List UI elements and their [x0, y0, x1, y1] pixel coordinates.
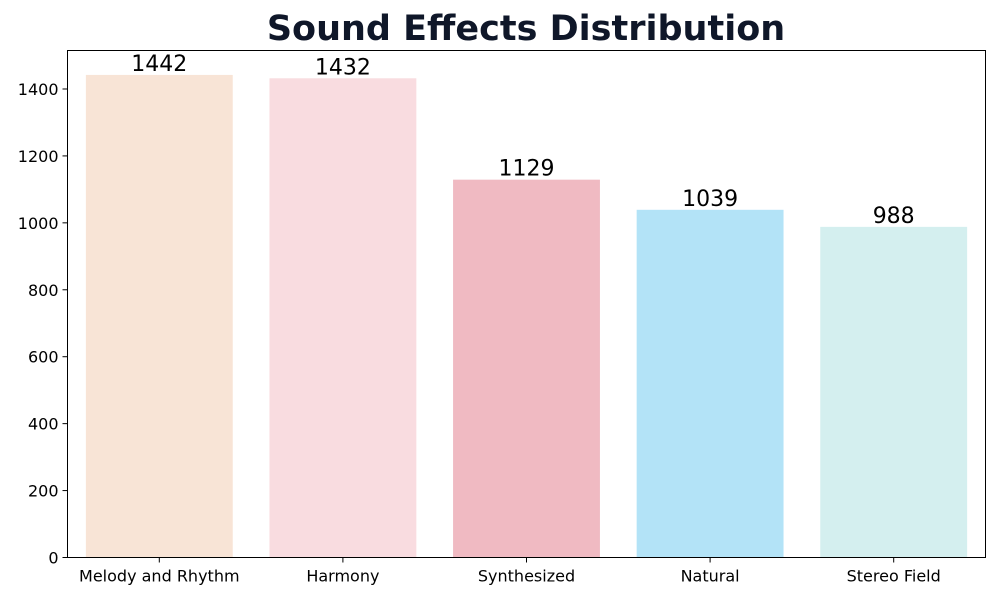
bars-group — [85, 74, 968, 558]
data-label: 1129 — [499, 157, 555, 182]
y-tick-label: 400 — [28, 415, 59, 434]
y-tick-label: 1400 — [18, 80, 59, 99]
y-tick-label: 0 — [48, 549, 58, 568]
data-labels-group: 1442 1432 1129 1039 988 — [131, 52, 914, 229]
x-tick-label: Synthesized — [478, 567, 575, 586]
y-tick-label: 800 — [28, 281, 59, 300]
data-label: 1432 — [315, 55, 371, 80]
bar — [269, 78, 417, 558]
y-tick-label: 1200 — [18, 147, 59, 166]
x-tick-label: Natural — [681, 567, 740, 586]
bar — [636, 209, 784, 558]
data-label: 1039 — [682, 187, 738, 212]
x-tick-label: Harmony — [306, 567, 379, 586]
plot-frame — [67, 50, 986, 558]
data-label: 1442 — [131, 52, 187, 77]
x-tick-label: Melody and Rhythm — [79, 567, 240, 586]
bar — [820, 226, 968, 558]
x-tick-label: Stereo Field — [847, 567, 941, 586]
y-tick-label: 200 — [28, 482, 59, 501]
data-label: 988 — [873, 204, 915, 229]
chart-title: Sound Effects Distribution — [266, 9, 786, 49]
bar — [453, 179, 600, 558]
y-axis: 0 200 400 600 800 1000 1200 1400 — [18, 80, 68, 568]
y-tick-label: 1000 — [18, 214, 59, 233]
bar — [85, 74, 233, 558]
y-tick-label: 600 — [28, 348, 59, 367]
x-axis: Melody and Rhythm Harmony Synthesized Natur… — [79, 557, 941, 586]
